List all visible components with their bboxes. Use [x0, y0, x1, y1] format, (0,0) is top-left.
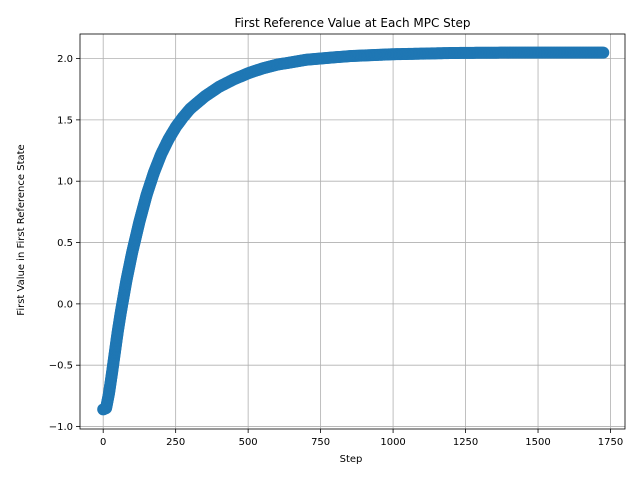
grid-layer — [80, 34, 625, 429]
y-axis-label: First Value in First Reference State — [16, 144, 27, 315]
x-tick-label: 1250 — [453, 437, 478, 448]
x-axis-label: Step — [340, 454, 363, 465]
plot-frame — [79, 33, 626, 430]
x-tick-label: 0 — [100, 437, 106, 448]
y-tick-label: 2.0 — [57, 54, 73, 65]
chart-title: First Reference Value at Each MPC Step — [234, 16, 470, 30]
ticks-layer: 0 250 500 750 1000 1250 1500 1750 −1.0 −0.5 0.0 0.5… — [49, 54, 624, 448]
x-tick-label: 500 — [239, 437, 258, 448]
y-tick-label: 1.0 — [57, 177, 73, 188]
data-points — [97, 46, 610, 416]
y-tick-label: 0.0 — [57, 299, 73, 310]
x-tick-label: 1500 — [525, 437, 550, 448]
y-tick-label: −0.5 — [49, 361, 73, 372]
x-tick-label: 1000 — [380, 437, 405, 448]
x-tick-label: 1750 — [598, 437, 623, 448]
x-tick-label: 750 — [311, 437, 330, 448]
data-point — [597, 46, 610, 59]
x-tick-label: 250 — [166, 437, 185, 448]
y-tick-label: −1.0 — [49, 422, 73, 433]
y-tick-label: 0.5 — [57, 238, 73, 249]
y-tick-label: 1.5 — [57, 115, 73, 126]
